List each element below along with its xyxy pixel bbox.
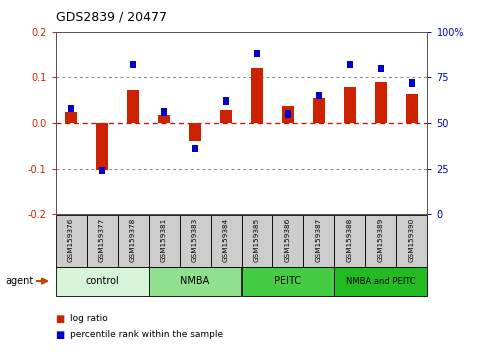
Bar [56, 267, 149, 296]
Bar [378, 65, 384, 72]
Text: log ratio: log ratio [70, 314, 108, 323]
Text: GSM159376: GSM159376 [68, 218, 74, 262]
Text: GSM159388: GSM159388 [347, 218, 353, 262]
Text: GSM159381: GSM159381 [161, 218, 167, 262]
Bar [223, 97, 229, 105]
Bar [406, 94, 418, 123]
Text: GSM159386: GSM159386 [285, 218, 291, 262]
Bar [334, 267, 427, 296]
Bar [158, 115, 170, 123]
Bar [313, 98, 325, 123]
Bar [334, 215, 366, 267]
Text: GDS2839 / 20477: GDS2839 / 20477 [56, 10, 167, 23]
Text: NMBA and PEITC: NMBA and PEITC [346, 276, 416, 286]
Bar [344, 86, 356, 123]
Text: GSM159384: GSM159384 [223, 218, 229, 262]
Bar [149, 215, 180, 267]
Text: NMBA: NMBA [180, 276, 210, 286]
Text: GSM159389: GSM159389 [378, 218, 384, 262]
Bar [347, 61, 353, 68]
Text: GSM159387: GSM159387 [316, 218, 322, 262]
Bar [220, 110, 232, 123]
Text: PEITC: PEITC [274, 276, 301, 286]
Bar [86, 215, 117, 267]
Text: ■: ■ [56, 330, 65, 339]
Bar [397, 215, 427, 267]
Text: percentile rank within the sample: percentile rank within the sample [70, 330, 223, 339]
Bar [68, 105, 74, 112]
Bar [272, 215, 303, 267]
Bar [130, 61, 136, 68]
Bar [316, 92, 322, 99]
Bar [282, 106, 294, 123]
Text: GSM159383: GSM159383 [192, 218, 198, 262]
Bar [96, 123, 108, 170]
Bar [99, 167, 105, 174]
Text: control: control [85, 276, 119, 286]
Bar [180, 215, 211, 267]
Text: GSM159390: GSM159390 [409, 218, 415, 262]
Bar [161, 108, 167, 116]
Bar [242, 267, 334, 296]
Bar [303, 215, 334, 267]
Bar [285, 110, 291, 118]
Text: GSM159385: GSM159385 [254, 218, 260, 262]
Bar [56, 215, 86, 267]
Bar [254, 50, 260, 57]
Bar [251, 68, 263, 123]
Text: ■: ■ [56, 314, 65, 324]
Bar [117, 215, 149, 267]
Bar [366, 215, 397, 267]
Text: GSM159378: GSM159378 [130, 218, 136, 262]
Bar [127, 90, 139, 123]
Bar [409, 79, 415, 86]
Bar [65, 112, 77, 123]
Bar [242, 215, 272, 267]
Text: GSM159377: GSM159377 [99, 218, 105, 262]
Bar [189, 123, 201, 141]
Bar [192, 145, 198, 152]
Text: agent: agent [6, 276, 34, 286]
Bar [211, 215, 242, 267]
Bar [375, 82, 387, 123]
Bar [149, 267, 242, 296]
